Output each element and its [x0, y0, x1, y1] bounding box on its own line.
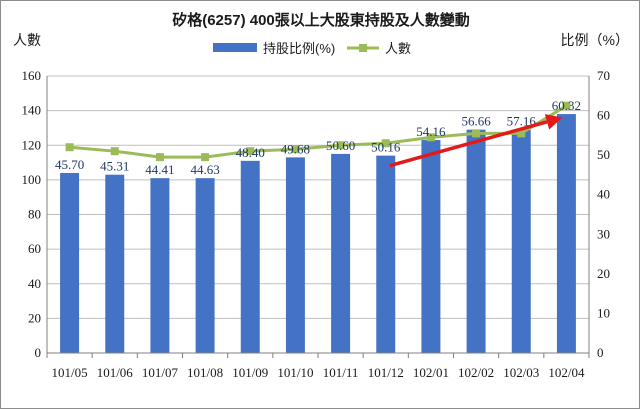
legend-bar-label: 持股比例(%) — [263, 41, 335, 56]
category-label: 102/01 — [413, 365, 449, 380]
category-label: 101/06 — [97, 365, 134, 380]
legend-line-marker — [359, 44, 367, 52]
left-tick-label: 160 — [22, 68, 42, 83]
category-label: 101/11 — [323, 365, 359, 380]
category-label: 102/02 — [458, 365, 494, 380]
category-label: 102/04 — [548, 365, 585, 380]
right-tick-label: 70 — [597, 68, 610, 83]
left-tick-label: 0 — [35, 345, 42, 360]
line-point — [65, 143, 74, 152]
right-tick-label: 30 — [597, 226, 610, 241]
left-tick-label: 40 — [28, 276, 41, 291]
right-tick-label: 40 — [597, 187, 610, 202]
bar — [511, 129, 531, 353]
left-tick-label: 140 — [22, 103, 42, 118]
category-label: 101/05 — [52, 365, 88, 380]
category-label: 101/10 — [277, 365, 313, 380]
line-point — [381, 139, 390, 148]
left-tick-label: 60 — [28, 241, 41, 256]
line-point — [201, 153, 210, 162]
bar — [376, 155, 396, 353]
data-label: 54.16 — [416, 124, 446, 139]
data-label: 44.63 — [190, 162, 219, 177]
data-label: 50.16 — [371, 140, 401, 155]
bar — [556, 114, 576, 354]
data-label: 57.16 — [507, 114, 537, 129]
data-label: 56.66 — [461, 114, 491, 129]
category-label: 102/03 — [503, 365, 539, 380]
data-label: 45.70 — [55, 157, 84, 172]
right-tick-label: 60 — [597, 108, 610, 123]
data-label: 60.32 — [552, 98, 581, 113]
left-tick-label: 20 — [28, 310, 41, 325]
plot-area: 0 20 40 60 80 100 120 140 160 0 10 20 30 40 50 60 70 101/… — [22, 68, 611, 380]
category-label: 101/09 — [232, 365, 268, 380]
data-label: 48.40 — [236, 145, 265, 160]
line-point — [472, 129, 481, 138]
left-tick-label: 100 — [22, 172, 42, 187]
chart-title: 矽格(6257) 400張以上大股東持股及人數變動 — [172, 11, 470, 29]
right-tick-label: 50 — [597, 147, 610, 162]
category-label: 101/12 — [368, 365, 404, 380]
bar — [421, 140, 441, 353]
right-axis-title: 比例（%） — [561, 32, 629, 48]
category-label: 101/08 — [187, 365, 223, 380]
left-tick-label: 120 — [22, 137, 42, 152]
bar — [150, 178, 170, 353]
left-axis-title: 人數 — [13, 32, 41, 48]
bar — [466, 129, 486, 353]
legend-bar-swatch — [213, 43, 257, 52]
line-point — [246, 147, 255, 156]
line-series-path — [69, 104, 568, 159]
line-point — [336, 141, 345, 150]
legend-line-label: 人數 — [385, 41, 411, 56]
data-label: 50.60 — [326, 138, 355, 153]
line-point — [562, 101, 571, 110]
bar — [331, 153, 351, 353]
bar — [195, 178, 215, 353]
line-point — [426, 133, 435, 142]
line-point — [110, 147, 119, 156]
right-tick-label: 20 — [597, 266, 610, 281]
trend-arrow-shaft — [389, 120, 548, 168]
category-label: 101/07 — [142, 365, 179, 380]
data-label: 44.41 — [145, 162, 174, 177]
data-label: 45.31 — [100, 159, 129, 174]
right-tick-label: 0 — [597, 345, 604, 360]
line-point — [155, 153, 164, 162]
left-tick-label: 80 — [28, 207, 41, 222]
bar — [105, 174, 125, 353]
bar — [285, 157, 305, 353]
bar — [60, 172, 80, 353]
bar — [240, 160, 260, 353]
right-tick-label: 10 — [597, 305, 610, 320]
data-label: 49.68 — [281, 141, 310, 156]
line-point — [291, 145, 300, 154]
trend-arrow-head — [544, 114, 563, 130]
legend: 持股比例(%) 人數 — [213, 41, 411, 56]
line-point — [517, 129, 526, 138]
